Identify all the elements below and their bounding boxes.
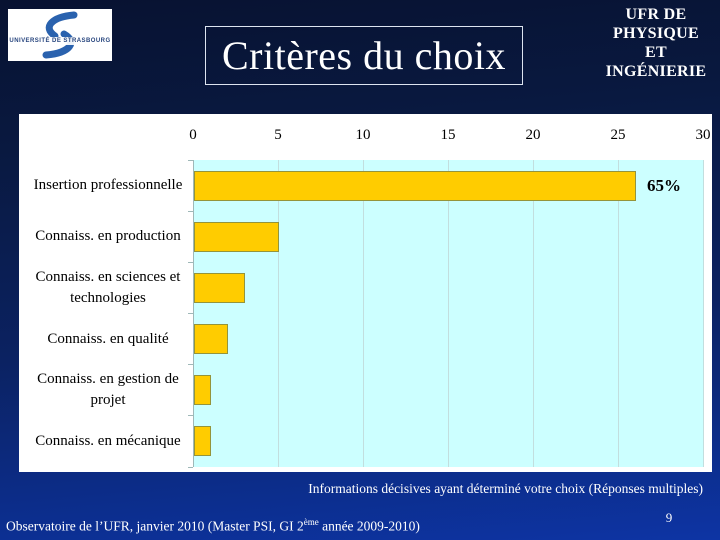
x-axis-tick-label: 30	[695, 127, 711, 143]
logo-wordmark: UNIVERSITÉ DE STRASBOURG	[8, 37, 112, 45]
institution-line: ET	[645, 44, 667, 61]
strasbourg-s-swoosh-icon	[42, 11, 78, 59]
category-axis-tickmark	[188, 210, 193, 212]
page-number: 9	[665, 510, 673, 525]
chart-caption: Informations décisives ayant déterminé v…	[308, 481, 703, 496]
category-axis-tickmark	[188, 364, 193, 366]
bar	[194, 426, 211, 457]
vertical-gridline	[278, 160, 279, 467]
category-label: Connaiss. en mécanique	[35, 432, 181, 449]
source-footer: Observatoire de l’UFR, janvier 2010 (Mas…	[6, 517, 420, 535]
slide-title-box: Critères du choix	[205, 26, 523, 85]
category-axis-tickmark	[188, 261, 193, 263]
universite-strasbourg-logo: UNIVERSITÉ DE STRASBOURG	[8, 9, 112, 61]
vertical-gridline	[448, 160, 449, 467]
category-axis-tickmark	[188, 313, 193, 314]
footer-text: Observatoire de l’UFR, janvier 2010 (Mas…	[6, 518, 304, 534]
footer-text: année 2009-2010)	[318, 518, 420, 534]
category-label: Connaiss. en gestion de projet	[37, 371, 179, 409]
footer-superscript: ème	[303, 517, 319, 527]
bar	[194, 170, 636, 201]
category-axis-labels: Insertion professionnelle Connaiss. en pr…	[19, 160, 193, 467]
institution-line: PHYSIQUE	[613, 25, 699, 42]
bar	[194, 324, 228, 355]
x-axis-tick-label: 10	[355, 127, 371, 143]
x-axis-tick-label: 0	[189, 127, 197, 143]
vertical-gridline	[363, 160, 364, 467]
category-axis-tickmark	[188, 159, 193, 161]
x-axis-tick-label: 15	[440, 127, 456, 143]
vertical-gridline	[533, 160, 534, 467]
slide-title: Critères du choix	[222, 33, 506, 78]
category-label: Insertion professionnelle	[33, 177, 183, 194]
institution-line: INGÉNIERIE	[605, 63, 707, 80]
x-axis-tick-label: 25	[610, 127, 626, 143]
bar	[194, 375, 211, 406]
category-axis-tickmark	[188, 415, 193, 417]
category-label: Connaiss. en production	[35, 228, 181, 245]
vertical-gridline	[618, 160, 619, 467]
category-axis-tickmark	[188, 466, 193, 468]
institution-name: UFR DE PHYSIQUE ET INGÉNIERIE	[592, 5, 720, 81]
institution-line: UFR DE	[625, 6, 687, 23]
bar	[194, 272, 245, 303]
bar-value-label: 65%	[647, 175, 681, 195]
criteria-bar-chart: Insertion professionnelle Connaiss. en pr…	[19, 114, 712, 472]
plot-area: 65%	[193, 160, 704, 467]
x-axis-tick-label: 20	[525, 127, 541, 143]
x-axis-tick-label: 5	[274, 127, 282, 143]
category-label: Connaiss. en qualité	[47, 330, 169, 347]
vertical-gridline	[703, 160, 704, 467]
category-label: Connaiss. en sciences et technologies	[35, 268, 181, 306]
bar	[194, 221, 279, 252]
